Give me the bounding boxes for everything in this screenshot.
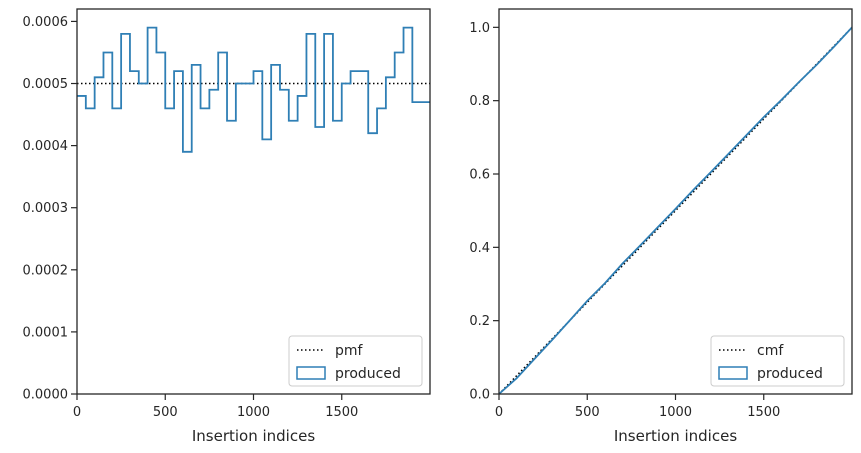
y-tick-label: 0.0000: [23, 388, 69, 403]
y-tick-label: 0.0003: [23, 201, 69, 216]
legend-produced-swatch: [296, 366, 326, 380]
x-axis-label: Insertion indices: [614, 427, 737, 445]
y-tick-label: 1.0: [469, 21, 490, 36]
y-tick-label: 0.0005: [23, 77, 69, 92]
x-tick-label: 1500: [747, 405, 780, 420]
legend-cmf-label: cmf: [757, 343, 784, 359]
y-tick-label: 0.6: [469, 168, 490, 183]
y-tick-label: 0.4: [469, 241, 490, 256]
legend-produced-swatch: [718, 366, 748, 380]
y-tick-label: 0.0006: [23, 15, 69, 30]
pmf-panel: 0 500 1000 1500 0.0000 0.0001 0.0002 0.0003 0.00…: [23, 8, 431, 445]
x-axis-label: Insertion indices: [192, 427, 315, 445]
x-tick-label: 1000: [659, 405, 692, 420]
series-produced-line: [498, 26, 853, 395]
legend-produced-label: produced: [757, 366, 823, 382]
series-produced-line: [77, 26, 430, 153]
y-tick-label: 0.2: [469, 314, 490, 329]
y-tick-label: 0.8: [469, 94, 490, 109]
legend-box: [288, 335, 423, 387]
x-tick-label: 1000: [237, 405, 270, 420]
x-tick-label: 0: [73, 405, 81, 420]
legend-pmf-label: pmf: [335, 343, 364, 359]
cmf-panel: 0 500 1000 1500 0.0 0.2 0.4 0.6 0.8 1.0 Insertion …: [469, 8, 853, 445]
y-tick-label: 0.0001: [23, 325, 69, 340]
y-tick-label: 0.0: [469, 388, 490, 403]
legend-produced-label: produced: [335, 366, 401, 382]
y-tick-label: 0.0004: [23, 139, 69, 154]
x-tick-label: 0: [495, 405, 503, 420]
y-tick-label: 0.0002: [23, 263, 69, 278]
legend-box: [710, 335, 845, 387]
x-tick-label: 1500: [325, 405, 358, 420]
x-tick-label: 500: [575, 405, 600, 420]
x-tick-label: 500: [153, 405, 178, 420]
